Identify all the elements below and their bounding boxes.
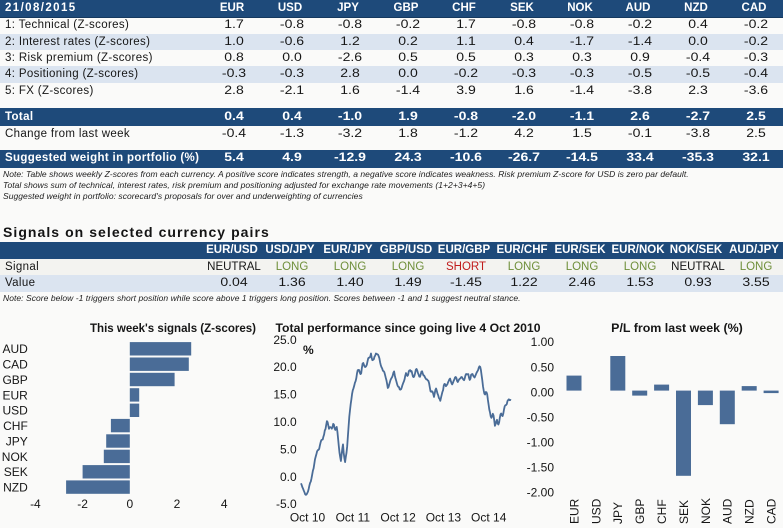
svg-text:10.0: 10.0: [273, 415, 297, 429]
svg-text:-0.50: -0.50: [527, 410, 555, 424]
svg-text:Oct 12: Oct 12: [380, 510, 416, 524]
svg-text:CAD: CAD: [765, 498, 779, 524]
svg-text:EUR: EUR: [2, 388, 28, 402]
svg-text:AUD: AUD: [2, 342, 28, 356]
svg-text:P/L from last week (%): P/L from last week (%): [611, 321, 743, 335]
svg-text:Oct 14: Oct 14: [471, 510, 507, 524]
svg-text:EUR: EUR: [567, 498, 581, 524]
svg-text:4: 4: [221, 497, 228, 511]
svg-text:CHF: CHF: [655, 499, 669, 524]
svg-text:Oct 11: Oct 11: [336, 510, 371, 524]
svg-text:CAD: CAD: [2, 358, 28, 372]
svg-text:SEK: SEK: [4, 465, 28, 479]
svg-text:This week's signals (Z-scores): This week's signals (Z-scores): [90, 321, 256, 335]
svg-text:5.0: 5.0: [280, 442, 297, 456]
svg-text:USD: USD: [2, 404, 28, 418]
svg-text:NZD: NZD: [3, 481, 28, 495]
svg-text:NZD: NZD: [743, 499, 757, 524]
svg-text:GBP: GBP: [2, 373, 27, 387]
svg-text:NOK: NOK: [2, 450, 28, 464]
svg-text:JPY: JPY: [6, 434, 28, 448]
svg-text:2: 2: [174, 497, 181, 511]
svg-text:1.00: 1.00: [531, 335, 555, 349]
svg-text:SEK: SEK: [677, 500, 691, 524]
svg-text:0.00: 0.00: [531, 385, 555, 399]
svg-text:%: %: [303, 343, 314, 357]
svg-text:Oct 13: Oct 13: [426, 510, 462, 524]
svg-text:20.0: 20.0: [273, 360, 297, 374]
svg-text:0.50: 0.50: [531, 360, 555, 374]
svg-text:-2.00: -2.00: [527, 486, 555, 500]
svg-text:Oct 10: Oct 10: [290, 510, 326, 524]
svg-text:0: 0: [126, 497, 133, 511]
svg-text:-1.50: -1.50: [527, 461, 555, 475]
svg-text:0.0: 0.0: [280, 470, 297, 484]
svg-text:AUD: AUD: [721, 498, 735, 524]
svg-text:25.0: 25.0: [273, 333, 297, 347]
svg-text:GBP: GBP: [633, 499, 647, 524]
svg-text:Total performance since going: Total performance since going live 4 Oct…: [276, 321, 541, 335]
svg-text:USD: USD: [589, 498, 603, 524]
svg-text:CHF: CHF: [3, 419, 28, 433]
svg-text:15.0: 15.0: [273, 388, 297, 402]
svg-text:-2: -2: [77, 497, 88, 511]
svg-text:-1.00: -1.00: [527, 436, 555, 450]
svg-text:NOK: NOK: [699, 498, 713, 524]
svg-text:-4: -4: [30, 497, 41, 511]
svg-text:-5.0: -5.0: [276, 497, 297, 511]
svg-text:JPY: JPY: [611, 502, 625, 524]
